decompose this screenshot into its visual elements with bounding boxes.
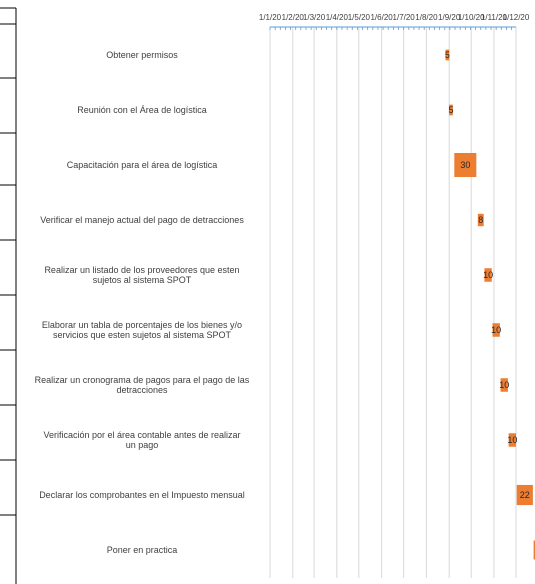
x-tick-label: 1/7/20 (393, 13, 416, 22)
bar-value-label: 10 (499, 380, 509, 390)
task-label: Obtener permisos (106, 50, 178, 60)
task-label: Realizar un listado de los proveedores q… (44, 265, 239, 285)
task-label: Declarar los comprobantes en el Impuesto… (39, 490, 245, 500)
x-tick-label: 1/3/20 (303, 13, 326, 22)
bar-value-label: 8 (478, 215, 483, 225)
task-label: Reunión con el Área de logística (77, 105, 207, 115)
task-label: Verificación por el área contable antes … (43, 430, 240, 450)
x-tick-label: 1/8/20 (415, 13, 438, 22)
x-axis: 1/1/20 1/2/20 1/3/20 1/4/20 1/5/20 1/6/20 1/7/… (259, 13, 530, 30)
task-label: Poner en practica (107, 545, 178, 555)
x-tick-label: 1/6/20 (370, 13, 393, 22)
task-labels: Obtener permisos Reunión con el Área de l… (35, 50, 250, 555)
x-tick-label: 1/1/20 (259, 13, 282, 22)
task-label: Capacitación para el área de logística (67, 160, 218, 170)
chart-frame (0, 8, 16, 584)
x-tick-label: 1/4/20 (326, 13, 349, 22)
bar-value-label: 22 (520, 490, 530, 500)
bar-value-label: 10 (483, 270, 493, 280)
bar-value-label: 30 (460, 160, 470, 170)
bar-value-label: 5 (449, 105, 454, 115)
bar-value-label: 10 (491, 325, 501, 335)
x-tick-label: 1/2/20 (282, 13, 305, 22)
x-tick-label: 1/5/20 (348, 13, 371, 22)
task-label: Verificar el manejo actual del pago de d… (40, 215, 244, 225)
bar-value-label: 10 (507, 435, 517, 445)
gridlines (270, 27, 516, 578)
task-label: Elaborar un tabla de porcentajes de los … (42, 320, 242, 340)
x-tick-label: 1/12/20 (503, 13, 530, 22)
task-bars: 55308101010102220 (445, 50, 535, 560)
bar-value-label: 5 (445, 50, 450, 60)
task-label: Realizar un cronograma de pagos para el … (35, 375, 250, 395)
